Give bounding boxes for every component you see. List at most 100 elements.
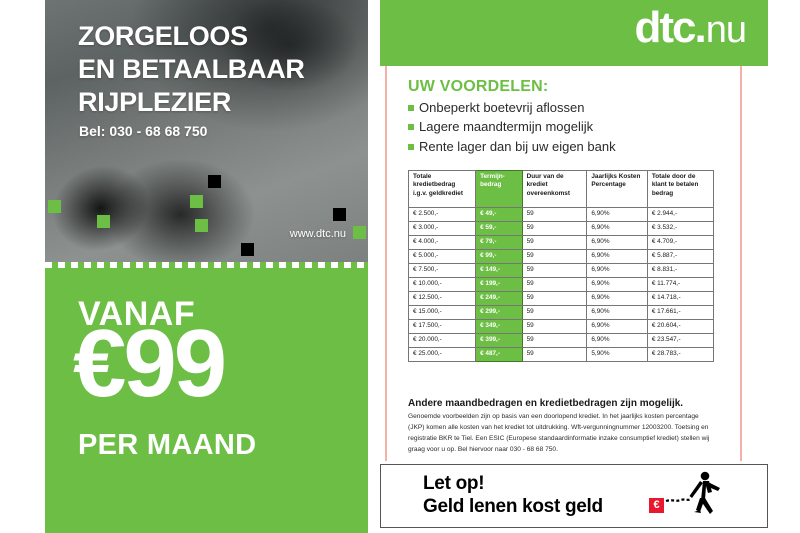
cell-duration: 59	[521, 347, 588, 362]
left-pink-rule	[385, 66, 387, 461]
offer-block: VANAF €99 PER MAAND	[45, 268, 368, 533]
cell-total-payable: € 5.887,-	[646, 249, 715, 264]
cell-total-credit: € 20.000,-	[407, 333, 477, 348]
cell-total-credit: € 10.000,-	[407, 277, 477, 292]
table-row: € 3.000,- € 59,- 59 6,90% € 3.532,-	[407, 221, 715, 236]
cell-duration: 59	[521, 291, 588, 306]
column-header-monthly-amount: Termijn- bedrag	[475, 170, 523, 208]
table-row: € 2.500,- € 49,- 59 6,90% € 2.944,-	[407, 207, 715, 222]
cell-apr: 6,90%	[586, 235, 648, 250]
cell-monthly-amount: € 399,-	[475, 333, 523, 348]
cell-apr: 6,90%	[586, 221, 648, 236]
credit-rate-table: Totale kredietbedrag i.g.v. geldkrediet …	[407, 170, 715, 362]
cell-total-payable: € 23.547,-	[646, 333, 715, 348]
list-item: Rente lager dan bij uw eigen bank	[408, 139, 616, 155]
cell-duration: 59	[521, 277, 588, 292]
cell-apr: 5,90%	[586, 347, 648, 362]
cell-monthly-amount: € 149,-	[475, 263, 523, 278]
cell-apr: 6,90%	[586, 249, 648, 264]
right-pink-rule	[740, 66, 742, 461]
cell-monthly-amount: € 349,-	[475, 319, 523, 334]
list-item: Lagere maandtermijn mogelijk	[408, 119, 616, 135]
benefit-label: Rente lager dan bij uw eigen bank	[419, 138, 616, 154]
offer-price: €99	[73, 310, 227, 417]
cell-duration: 59	[521, 305, 588, 320]
cell-duration: 59	[521, 319, 588, 334]
legal-warning-box: Let op! Geld lenen kost geld €	[380, 464, 768, 528]
table-row: € 25.000,- € 487,- 59 5,90% € 28.783,-	[407, 347, 715, 362]
table-row: € 7.500,- € 149,- 59 6,90% € 8.831,-	[407, 263, 715, 278]
left-promo-panel: ZORGELOOS EN BETAALBAAR RIJPLEZIER Bel: …	[45, 0, 368, 533]
decor-square-green	[190, 195, 203, 208]
cell-apr: 6,90%	[586, 333, 648, 348]
list-item: Onbeperkt boetevrij aflossen	[408, 100, 616, 116]
cell-total-payable: € 8.831,-	[646, 263, 715, 278]
column-header-total-credit: Totale kredietbedrag i.g.v. geldkrediet	[407, 170, 477, 208]
column-header-total-payable: Totale door de klant te betalen bedrag	[646, 170, 715, 208]
table-header: Totale kredietbedrag i.g.v. geldkrediet …	[407, 170, 715, 208]
table-row: € 12.500,- € 249,- 59 6,90% € 14.718,-	[407, 291, 715, 306]
cell-apr: 6,90%	[586, 207, 648, 222]
cell-total-payable: € 28.783,-	[646, 347, 715, 362]
offer-prefix-label: VANAF	[78, 295, 196, 333]
warning-line-1: Let op!	[423, 473, 485, 494]
cell-total-payable: € 17.661,-	[646, 305, 715, 320]
cell-apr: 6,90%	[586, 319, 648, 334]
photo-shadow-shape	[45, 134, 171, 268]
bullet-square-icon	[408, 124, 414, 131]
right-info-panel: dtc.nu UW VOORDELEN: Onbeperkt boetevrij…	[368, 0, 800, 533]
cell-duration: 59	[521, 333, 588, 348]
cell-total-payable: € 2.944,-	[646, 207, 715, 222]
fineprint-title: Andere maandbedragen en kredietbedragen …	[408, 398, 684, 409]
cell-apr: 6,90%	[586, 291, 648, 306]
warning-text: Let op! Geld lenen kost geld	[423, 472, 603, 518]
logo-word: dtc	[634, 3, 696, 52]
table-header-row: Totale kredietbedrag i.g.v. geldkrediet …	[407, 170, 715, 208]
cell-total-credit: € 4.000,-	[407, 235, 477, 250]
walking-man-chain-icon	[665, 471, 720, 514]
cell-duration: 59	[521, 207, 588, 222]
logo-dot: .	[694, 3, 706, 52]
column-header-duration: Duur van de krediet overeenkomst	[521, 170, 588, 208]
cell-total-credit: € 5.000,-	[407, 249, 477, 264]
offer-period-label: PER MAAND	[78, 429, 257, 461]
website-url[interactable]: www.dtc.nu	[289, 228, 346, 240]
cell-monthly-amount: € 199,-	[475, 277, 523, 292]
table-row: € 15.000,- € 299,- 59 6,90% € 17.661,-	[407, 305, 715, 320]
cell-duration: 59	[521, 221, 588, 236]
dashed-divider	[45, 262, 368, 269]
cell-apr: 6,90%	[586, 263, 648, 278]
cell-duration: 59	[521, 235, 588, 250]
decor-square-green	[353, 226, 366, 239]
column-header-apr: Jaarlijks Kosten Percentage	[586, 170, 648, 208]
cell-total-credit: € 12.500,-	[407, 291, 477, 306]
cell-total-credit: € 3.000,-	[407, 221, 477, 236]
fineprint-block: Andere maandbedragen en kredietbedragen …	[408, 398, 716, 456]
benefit-label: Lagere maandtermijn mogelijk	[419, 119, 594, 135]
cell-monthly-amount: € 59,-	[475, 221, 523, 236]
headline: ZORGELOOS EN BETAALBAAR RIJPLEZIER	[78, 20, 305, 119]
dtc-nu-logo[interactable]: dtc.nu	[634, 3, 747, 52]
bullet-square-icon	[408, 143, 414, 150]
benefits-title: UW VOORDELEN:	[408, 78, 549, 95]
cell-total-payable: € 20.604,-	[646, 319, 715, 334]
headline-line-2: EN BETAALBAAR	[78, 53, 305, 84]
cell-monthly-amount: € 299,-	[475, 305, 523, 320]
cell-total-credit: € 15.000,-	[407, 305, 477, 320]
cell-monthly-amount: € 487,-	[475, 347, 523, 362]
cell-duration: 59	[521, 263, 588, 278]
cell-monthly-amount: € 99,-	[475, 249, 523, 264]
table-row: € 10.000,- € 199,- 59 6,90% € 11.774,-	[407, 277, 715, 292]
cell-total-payable: € 11.774,-	[646, 277, 715, 292]
cell-apr: 6,90%	[586, 305, 648, 320]
cell-total-payable: € 14.718,-	[646, 291, 715, 306]
cell-monthly-amount: € 49,-	[475, 207, 523, 222]
decor-square-black	[241, 243, 254, 256]
table-row: € 5.000,- € 99,- 59 6,90% € 5.887,-	[407, 249, 715, 264]
cell-total-payable: € 4.709,-	[646, 235, 715, 250]
fineprint-body: Genoemde voorbeelden zijn op basis van e…	[408, 413, 710, 453]
cell-total-credit: € 7.500,-	[407, 263, 477, 278]
photo-shadow-shape-top	[195, 0, 368, 110]
table-body: € 2.500,- € 49,- 59 6,90% € 2.944,- € 3.000,-…	[407, 207, 715, 362]
decor-square-black	[208, 175, 221, 188]
